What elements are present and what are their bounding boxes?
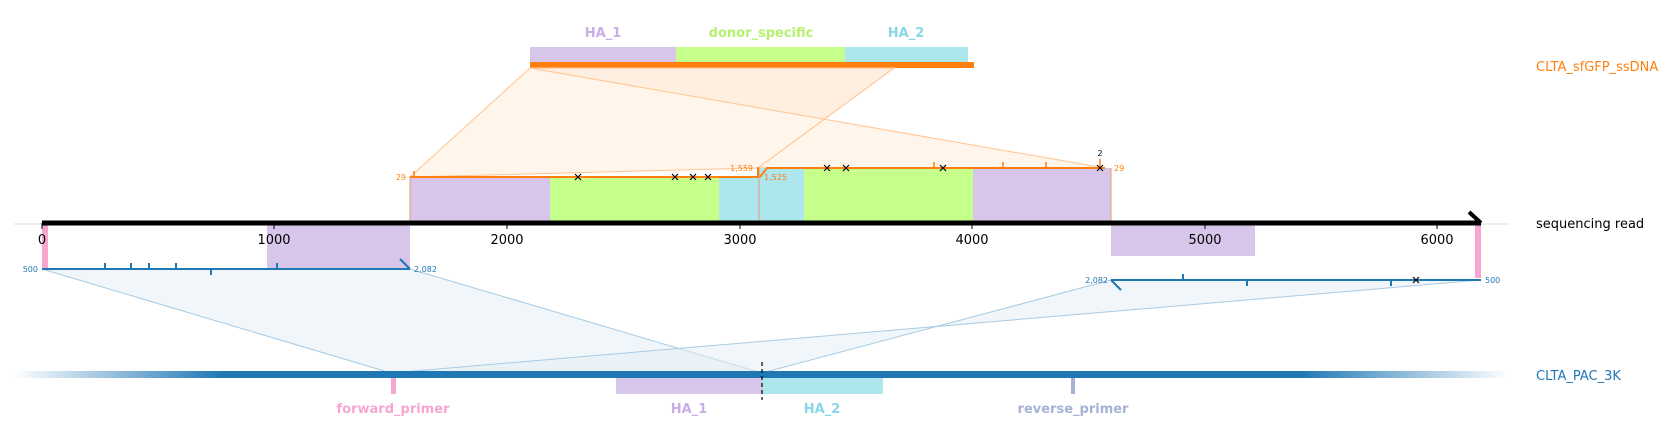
read-arrow-icon (1467, 210, 1483, 225)
read-feature-ha2-right (759, 168, 804, 222)
reference-alignment-right-hook (1110, 279, 1122, 291)
donor-bar (530, 62, 974, 68)
reference-track: forward_primer HA_1 HA_2 reverse_primer … (14, 362, 1621, 417)
read-feature-ha1-below-right (1111, 223, 1255, 256)
donor-name: CLTA_sfGFP_ssDNA (1536, 60, 1658, 75)
reference-feature-ha1 (616, 376, 762, 394)
donor-alignment-fans (408, 67, 1106, 178)
reference-bar (14, 371, 1509, 378)
reference-feature-forward-primer (391, 376, 396, 394)
reference-label-right-end: 500 (1485, 276, 1500, 285)
read-feature-ha1-right (973, 168, 1111, 222)
reference-feature-label-ha2: HA_2 (804, 402, 841, 417)
read-tick-5000: 5000 (1188, 233, 1221, 248)
mismatch-icon (939, 164, 947, 172)
mismatch-icon (689, 173, 697, 181)
read-feature-ha1-below-left (267, 223, 410, 269)
reference-feature-label-ha1: HA_1 (671, 402, 708, 417)
donor-alignments: 29 1,559 1,525 29 2 (396, 149, 1124, 182)
mismatch-icon (704, 173, 712, 181)
read-name: sequencing read (1536, 217, 1644, 232)
mismatch-icon (1412, 276, 1420, 284)
read-tick-3000: 3000 (723, 233, 756, 248)
donor-alignment-left (410, 167, 759, 178)
reference-feature-reverse-primer (1071, 376, 1075, 394)
read-axis-ticks: 0 1000 2000 3000 4000 5000 6000 (38, 223, 1454, 248)
read-tick-0: 0 (38, 233, 46, 248)
donor-label-left-start: 29 (396, 173, 406, 182)
donor-feature-ha2 (845, 47, 968, 62)
donor-count-label: 2 (1097, 149, 1102, 158)
reference-alignments: 500 2,082 2,082 500 (23, 258, 1500, 291)
reference-label-left-end: 2,082 (414, 265, 437, 274)
donor-feature-label-ha2: HA_2 (888, 26, 925, 41)
read-feature-ha1-left (410, 177, 550, 222)
reference-alignment-left-hook (399, 258, 411, 270)
reference-feature-ha2 (762, 376, 883, 394)
mismatch-marks (574, 164, 1104, 181)
reference-label-left-start: 500 (23, 265, 38, 274)
reference-feature-label-forward-primer: forward_primer (337, 402, 451, 417)
reference-label-right-start: 2,082 (1085, 276, 1108, 285)
donor-feature-donor-specific (676, 47, 845, 62)
mismatch-icon (574, 173, 582, 181)
read-tick-6000: 6000 (1420, 233, 1453, 248)
read-feature-primer-left (42, 223, 48, 270)
read-feature-donor-specific-right (804, 168, 973, 222)
donor-label-right-end: 29 (1114, 164, 1124, 173)
donor-alignment-right (759, 167, 1105, 178)
mismatch-icon (842, 164, 850, 172)
reference-alignment-fans (41, 268, 1482, 374)
donor-feature-label-ha1: HA_1 (585, 26, 622, 41)
read-feature-primer-right (1475, 223, 1481, 278)
read-tick-1000: 1000 (257, 233, 290, 248)
read-tick-4000: 4000 (955, 233, 988, 248)
donor-feature-label-donor-specific: donor_specific (709, 26, 814, 41)
reference-name: CLTA_PAC_3K (1536, 369, 1621, 384)
donor-label-right-start: 1,525 (764, 173, 787, 182)
read-tick-2000: 2000 (490, 233, 523, 248)
mismatch-icon (823, 164, 831, 172)
mismatch-icon (1096, 164, 1104, 172)
donor-feature-ha1 (530, 47, 676, 62)
read-feature-ha2-left (719, 177, 759, 222)
reference-feature-label-reverse-primer: reverse_primer (1018, 402, 1130, 417)
donor-label-left-end: 1,559 (730, 164, 753, 173)
read-track: sequencing read (14, 168, 1644, 278)
mismatch-icon (671, 173, 679, 181)
read-feature-donor-specific-left (550, 177, 719, 222)
donor-track: HA_1 donor_specific HA_2 CLTA_sfGFP_ssDN… (530, 26, 1658, 75)
